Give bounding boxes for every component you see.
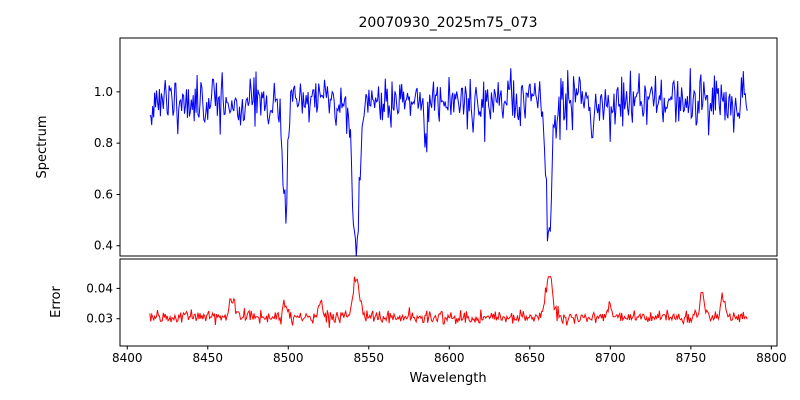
x-tick-label: 8650 — [515, 351, 546, 365]
chart-title: 20070930_2025m75_073 — [358, 15, 537, 31]
x-axis-ticks: 8400 8450 8500 8550 8600 8650 8700 8750 8800 — [112, 346, 787, 365]
spectrum-panel: 0.4 0.6 0.8 1.0 — [94, 37, 778, 257]
x-tick-label: 8450 — [192, 351, 223, 365]
spectrum-line — [149, 68, 748, 256]
x-tick-label: 8750 — [676, 351, 707, 365]
error-line — [149, 275, 748, 328]
x-axis-label: Wavelength — [409, 371, 486, 386]
y-tick-label: 1.0 — [94, 85, 113, 99]
error-panel: 0.03 0.04 — [86, 258, 778, 347]
x-tick-label: 8550 — [354, 351, 385, 365]
plot-content: 0.4 0.6 0.8 1.0 0.03 0.04 8400 8450 8500 8550 8600… — [86, 37, 787, 365]
x-tick-label: 8400 — [112, 351, 143, 365]
y-tick-label: 0.03 — [86, 312, 113, 326]
y-axis-label-spectrum: Spectrum — [35, 116, 50, 179]
x-tick-label: 8800 — [756, 351, 787, 365]
spectrum-spines — [119, 37, 778, 257]
x-tick-label: 8500 — [273, 351, 304, 365]
y-tick-label: 0.6 — [94, 187, 113, 201]
x-tick-label: 8600 — [434, 351, 465, 365]
x-tick-label: 8700 — [595, 351, 626, 365]
y-tick-label: 0.8 — [94, 136, 113, 150]
y-tick-label: 0.4 — [94, 239, 113, 253]
y-tick-label: 0.04 — [86, 281, 113, 295]
y-axis-label-error: Error — [49, 286, 64, 318]
error-spines — [119, 258, 778, 347]
